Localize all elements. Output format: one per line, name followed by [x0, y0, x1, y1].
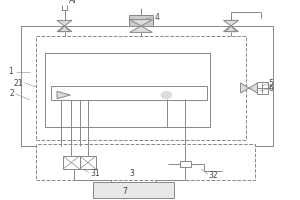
- Polygon shape: [59, 26, 70, 32]
- Text: 32: 32: [208, 170, 218, 180]
- Polygon shape: [57, 20, 72, 26]
- Text: 1: 1: [8, 68, 13, 76]
- Text: Ar: Ar: [69, 0, 77, 5]
- Polygon shape: [224, 20, 238, 26]
- Bar: [63, 156, 80, 169]
- Text: 4: 4: [154, 12, 159, 21]
- Bar: [80, 156, 96, 169]
- Polygon shape: [57, 91, 70, 99]
- Polygon shape: [249, 83, 257, 93]
- Text: 5: 5: [268, 78, 273, 88]
- Bar: [180, 161, 190, 167]
- Text: 21: 21: [14, 78, 23, 88]
- Text: 6: 6: [268, 84, 273, 93]
- Bar: [21, 26, 273, 146]
- Polygon shape: [130, 26, 152, 32]
- Bar: [93, 182, 174, 198]
- Circle shape: [161, 91, 172, 99]
- Polygon shape: [224, 26, 238, 32]
- Text: 2: 2: [9, 90, 14, 98]
- Bar: [36, 36, 246, 140]
- Polygon shape: [130, 20, 152, 26]
- Polygon shape: [57, 26, 72, 32]
- Polygon shape: [226, 26, 236, 32]
- Bar: [129, 15, 153, 26]
- Bar: [45, 53, 210, 127]
- Text: 3: 3: [130, 170, 134, 178]
- Text: 31: 31: [90, 168, 100, 178]
- Bar: [257, 82, 268, 94]
- Bar: [51, 86, 207, 100]
- Bar: [36, 144, 255, 180]
- Text: 7: 7: [122, 188, 127, 196]
- Polygon shape: [241, 83, 249, 93]
